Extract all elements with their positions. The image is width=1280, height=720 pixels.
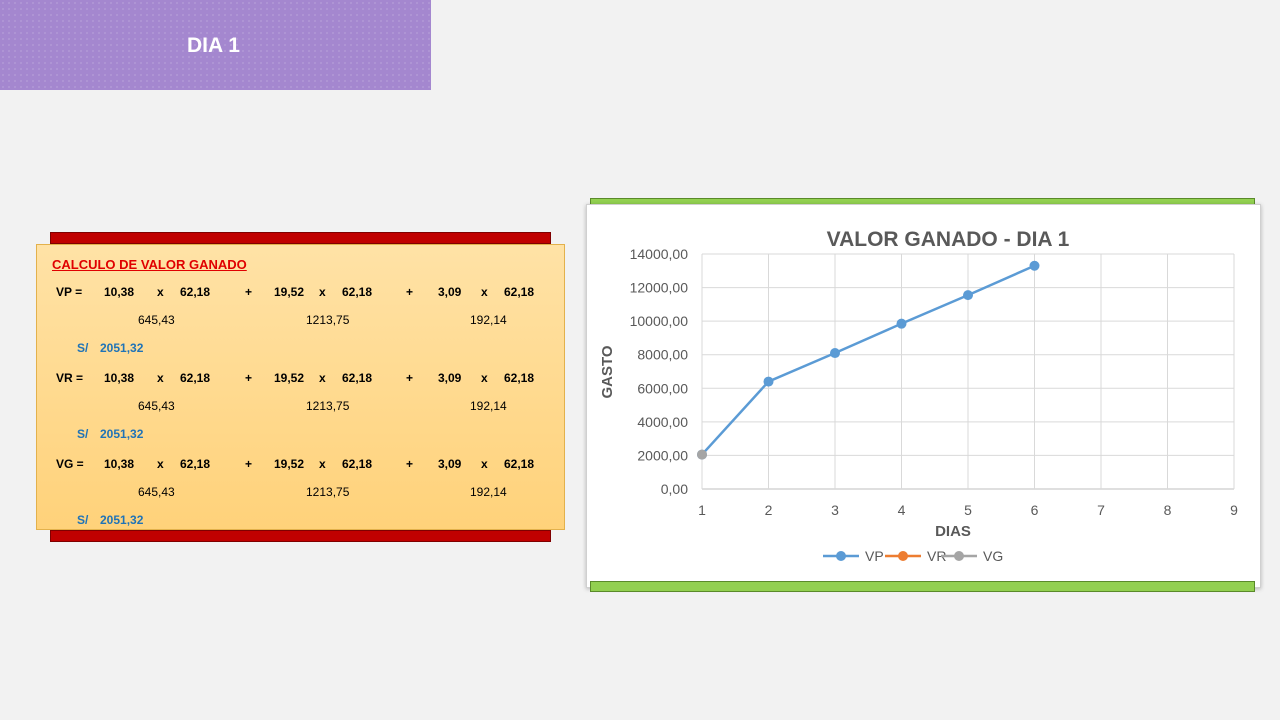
currency-symbol: S/: [77, 341, 89, 355]
row-label: VR =: [56, 371, 84, 385]
factor-d: 62,18: [342, 457, 373, 471]
factor-b: 62,18: [180, 285, 211, 299]
y-tick-label: 14000,00: [630, 246, 689, 262]
factor-d: 62,18: [342, 285, 373, 299]
data-point-vp: [1029, 260, 1040, 271]
page-title: DIA 1: [187, 34, 240, 57]
valor-ganado-chart: 0,00 2000,00 4000,00 6000,00 8000,00 10000,00…: [599, 228, 1238, 564]
data-point-vp: [896, 318, 907, 329]
factor-a: 10,38: [104, 285, 135, 299]
calculation-panel: CALCULO DE VALOR GANADO VP = 10,38 x 62,18 +…: [36, 244, 565, 530]
x-tick-label: 5: [964, 502, 972, 518]
legend-swatch-marker: [954, 551, 964, 561]
times-sign: x: [481, 457, 488, 471]
result-2: 1213,75: [306, 399, 350, 413]
row-label: VP =: [56, 285, 83, 299]
calc-title: CALCULO DE VALOR GANADO: [52, 257, 247, 272]
x-tick-label: 4: [898, 502, 906, 518]
top-red-bar: [50, 232, 551, 244]
legend-label: VP: [865, 548, 884, 564]
row-label: VG =: [56, 457, 84, 471]
plus-sign: +: [245, 457, 253, 471]
times-sign: x: [319, 457, 326, 471]
y-tick-label: 12000,00: [630, 280, 689, 296]
legend-label: VR: [927, 548, 946, 564]
row-total: 2051,32: [100, 427, 144, 441]
factor-f: 62,18: [504, 285, 535, 299]
x-tick-label: 3: [831, 502, 839, 518]
series-line-vp: [701, 264, 1036, 456]
x-tick-label: 9: [1230, 502, 1238, 518]
result-3: 192,14: [470, 313, 507, 327]
result-2: 1213,75: [306, 313, 350, 327]
bottom-green-bar: [590, 581, 1255, 592]
data-point-vg: [697, 449, 707, 460]
x-tick-label: 2: [765, 502, 773, 518]
y-tick-label: 6000,00: [637, 380, 688, 396]
times-sign: x: [319, 285, 326, 299]
x-tick-label: 8: [1164, 502, 1172, 518]
y-tick-label: 8000,00: [637, 347, 688, 363]
factor-f: 62,18: [504, 457, 535, 471]
header-banner: DIA 1: [0, 0, 431, 90]
x-tick-label: 6: [1031, 502, 1039, 518]
times-sign: x: [481, 371, 488, 385]
y-axis-label: GASTO: [599, 345, 616, 398]
chart-card: 0,00 2000,00 4000,00 6000,00 8000,00 10000,00…: [586, 204, 1261, 588]
plus-sign: +: [406, 285, 414, 299]
factor-c: 19,52: [274, 371, 305, 385]
data-point-vp: [963, 290, 973, 301]
factor-c: 19,52: [274, 457, 305, 471]
factor-a: 10,38: [104, 457, 135, 471]
plus-sign: +: [245, 285, 253, 299]
x-tick-label: 1: [698, 502, 706, 518]
result-2: 1213,75: [306, 485, 350, 499]
data-point-vp: [830, 348, 840, 359]
factor-a: 10,38: [104, 371, 135, 385]
chart-title: VALOR GANADO - DIA 1: [827, 228, 1070, 251]
times-sign: x: [157, 457, 164, 471]
factor-b: 62,18: [180, 457, 211, 471]
legend-swatch-marker: [836, 551, 846, 561]
result-1: 645,43: [138, 399, 175, 413]
factor-b: 62,18: [180, 371, 211, 385]
y-tick-label: 0,00: [661, 481, 688, 497]
x-tick-label: 7: [1097, 502, 1105, 518]
x-axis-label: DIAS: [935, 523, 971, 540]
legend-label: VG: [983, 548, 1003, 564]
plus-sign: +: [406, 457, 414, 471]
currency-symbol: S/: [77, 427, 89, 441]
row-total: 2051,32: [100, 341, 144, 355]
plus-sign: +: [406, 371, 414, 385]
times-sign: x: [157, 285, 164, 299]
y-tick-label: 4000,00: [637, 414, 688, 430]
currency-symbol: S/: [77, 513, 89, 527]
factor-d: 62,18: [342, 371, 373, 385]
factor-e: 3,09: [438, 457, 462, 471]
result-1: 645,43: [138, 313, 175, 327]
result-3: 192,14: [470, 485, 507, 499]
y-tick-label: 2000,00: [637, 447, 688, 463]
data-point-vp: [763, 376, 774, 387]
legend-swatch-marker: [898, 551, 908, 561]
bottom-red-bar: [50, 530, 551, 542]
factor-e: 3,09: [438, 371, 462, 385]
result-3: 192,14: [470, 399, 507, 413]
times-sign: x: [481, 285, 488, 299]
row-total: 2051,32: [100, 513, 144, 527]
result-1: 645,43: [138, 485, 175, 499]
y-tick-label: 10000,00: [630, 313, 689, 329]
times-sign: x: [157, 371, 164, 385]
factor-e: 3,09: [438, 285, 462, 299]
plus-sign: +: [245, 371, 253, 385]
factor-c: 19,52: [274, 285, 305, 299]
factor-f: 62,18: [504, 371, 535, 385]
times-sign: x: [319, 371, 326, 385]
